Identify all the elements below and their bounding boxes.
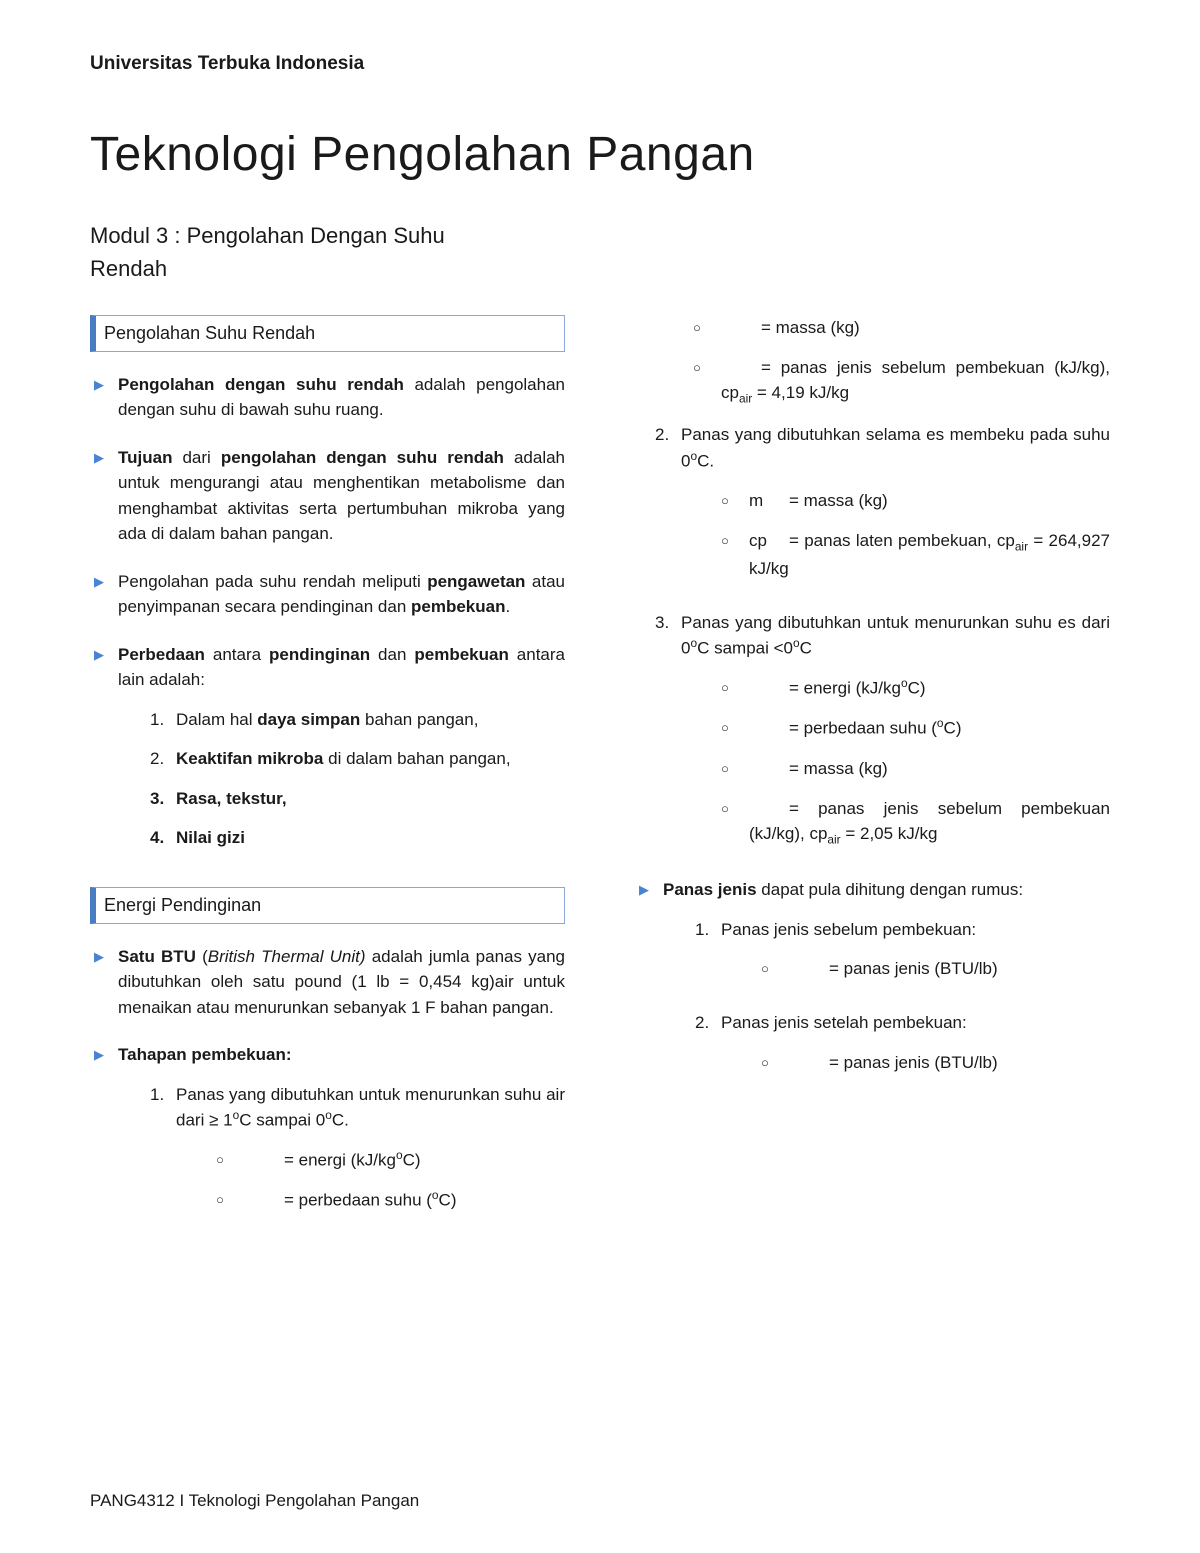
left-column: Pengolahan Suhu Rendah ▶ Pengolahan dengan… (90, 315, 565, 1264)
right-column: ○= massa (kg)○= panas jenis sebelum pemb… (635, 315, 1110, 1264)
numbered-marker: 2. (695, 1010, 721, 1090)
circle-marker-icon: ○ (721, 488, 749, 514)
section-header: Pengolahan Suhu Rendah (90, 315, 565, 352)
circle-item-body: = massa (kg) (721, 315, 1110, 341)
circle-item-body: = massa (kg) (749, 756, 1110, 782)
bullet-item: ▶Tahapan pembekuan:1.Panas yang dibutuhk… (90, 1042, 565, 1241)
circle-marker-icon: ○ (216, 1187, 244, 1213)
numbered-item-body: Dalam hal daya simpan bahan pangan, (176, 707, 565, 733)
numbered-marker: 2. (655, 422, 681, 595)
circle-marker-icon: ○ (721, 756, 749, 782)
circle-item-body: = perbedaan suhu (oC) (749, 715, 1110, 741)
bullet-arrow-icon: ▶ (639, 877, 649, 1104)
bullet-body: Panas jenis dapat pula dihitung dengan r… (663, 877, 1110, 1104)
page-footer: PANG4312 I Teknologi Pengolahan Pangan (90, 1488, 419, 1514)
circle-marker-icon: ○ (761, 1050, 789, 1076)
numbered-marker: 3. (150, 786, 176, 812)
circle-marker-icon: ○ (693, 315, 721, 341)
numbered-marker: 1. (150, 707, 176, 733)
circle-marker-icon: ○ (721, 528, 749, 582)
numbered-marker: 3. (655, 610, 681, 864)
bullet-arrow-icon: ▶ (94, 372, 104, 423)
bullet-item: ▶Perbedaan antara pendinginan dan pembek… (90, 642, 565, 865)
numbered-item-body: Panas jenis setelah pembekuan:○= panas j… (721, 1010, 1110, 1090)
numbered-marker: 1. (150, 1082, 176, 1228)
numbered-item-body: Panas jenis sebelum pembekuan:○= panas j… (721, 917, 1110, 997)
university-header: Universitas Terbuka Indonesia (90, 50, 1110, 79)
numbered-item-body: Panas yang dibutuhkan untuk menurunkan s… (681, 610, 1110, 864)
numbered-marker: 1. (695, 917, 721, 997)
bullet-item: ▶ Pengolahan pada suhu rendah meliputi pe… (90, 569, 565, 620)
numbered-marker: 4. (150, 825, 176, 851)
bullet-item: ▶Satu BTU (British Thermal Unit) adalah … (90, 944, 565, 1021)
page-subtitle: Modul 3 : Pengolahan Dengan Suhu Rendah (90, 219, 490, 285)
numbered-marker: 2. (150, 746, 176, 772)
circle-marker-icon: ○ (216, 1147, 244, 1173)
bullet-arrow-icon: ▶ (94, 642, 104, 865)
circle-item-body: = panas jenis sebelum pembekuan (kJ/kg),… (721, 355, 1110, 409)
circle-marker-icon: ○ (721, 675, 749, 701)
bullet-item: ▶ Pengolahan dengan suhu rendah adalah pe… (90, 372, 565, 423)
circle-item-body: = panas jenis (BTU/lb) (789, 1050, 1110, 1076)
bullet-body: Perbedaan antara pendinginan dan pembeku… (118, 642, 565, 865)
bullet-arrow-icon: ▶ (94, 1042, 104, 1241)
bullet-body: Tujuan dari pengolahan dengan suhu renda… (118, 445, 565, 547)
numbered-item-body: Nilai gizi (176, 825, 565, 851)
numbered-item-body: Keaktifan mikroba di dalam bahan pangan, (176, 746, 565, 772)
circle-marker-icon: ○ (721, 796, 749, 850)
page-title: Teknologi Pengolahan Pangan (90, 119, 1110, 191)
circle-item-body: = perbedaan suhu (oC) (244, 1187, 565, 1213)
bullet-arrow-icon: ▶ (94, 445, 104, 547)
circle-item-body: cp= panas laten pembekuan, cpair = 264,9… (749, 528, 1110, 582)
bullet-item: ▶Panas jenis dapat pula dihitung dengan … (635, 877, 1110, 1104)
content-columns: Pengolahan Suhu Rendah ▶ Pengolahan dengan… (90, 315, 1110, 1264)
circle-item-body: m= massa (kg) (749, 488, 1110, 514)
bullet-arrow-icon: ▶ (94, 569, 104, 620)
numbered-item-body: Panas yang dibutuhkan selama es membeku … (681, 422, 1110, 595)
circle-marker-icon: ○ (721, 715, 749, 741)
circle-item-body: = energi (kJ/kgoC) (244, 1147, 565, 1173)
bullet-item: ▶Tujuan dari pengolahan dengan suhu rend… (90, 445, 565, 547)
circle-marker-icon: ○ (693, 355, 721, 409)
bullet-body: Pengolahan pada suhu rendah meliputi pen… (118, 569, 565, 620)
numbered-item-body: Rasa, tekstur, (176, 786, 565, 812)
circle-item-body: = panas jenis (BTU/lb) (789, 956, 1110, 982)
bullet-body: Tahapan pembekuan:1.Panas yang dibutuhka… (118, 1042, 565, 1241)
circle-item-body: = panas jenis sebelum pembekuan (kJ/kg),… (749, 796, 1110, 850)
bullet-arrow-icon: ▶ (94, 944, 104, 1021)
circle-item-body: = energi (kJ/kgoC) (749, 675, 1110, 701)
bullet-body: Satu BTU (British Thermal Unit) adalah j… (118, 944, 565, 1021)
circle-marker-icon: ○ (761, 956, 789, 982)
bullet-body: Pengolahan dengan suhu rendah adalah pen… (118, 372, 565, 423)
section-header: Energi Pendinginan (90, 887, 565, 924)
numbered-item-body: Panas yang dibutuhkan untuk menurunkan s… (176, 1082, 565, 1228)
